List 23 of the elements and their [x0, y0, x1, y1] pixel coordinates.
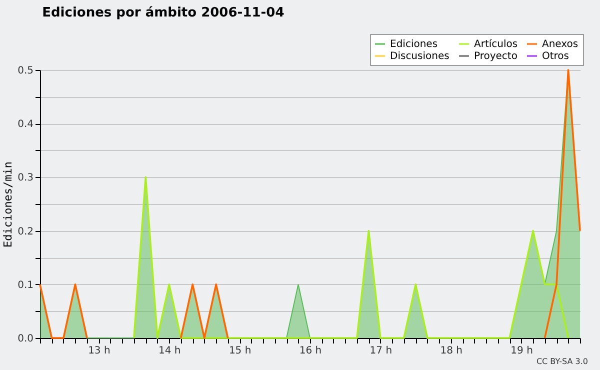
y-tick-label: 0.3	[18, 172, 34, 184]
text: CC BY-SA 3.0	[536, 357, 588, 366]
y-tick-label: 0.1	[18, 280, 34, 291]
y-axis-title: Ediciones/min	[2, 161, 15, 248]
x-tick-label: 17 h	[370, 346, 392, 356]
legend-label: Ediciones	[390, 39, 438, 50]
legend-label: Anexos	[542, 39, 578, 50]
legend-label: Discusiones	[390, 51, 450, 62]
y-tick-label: 0.0	[18, 334, 34, 344]
x-tick-label: 19 h	[510, 346, 533, 356]
legend-label: Otros	[542, 51, 570, 62]
x-tick-label: 14 h	[158, 346, 181, 356]
y-tick-label: 0.2	[18, 226, 34, 238]
line-series	[133, 176, 570, 339]
x-tick-label: 15 h	[228, 346, 252, 356]
legend-label: Proyecto	[474, 51, 518, 62]
x-tick-label: 13 h	[88, 346, 110, 356]
y-tick-label: 0.5	[18, 66, 34, 76]
legend-label: Artículos	[474, 39, 518, 50]
x-tick-label: 18 h	[440, 346, 462, 356]
y-tick-label: 0.4	[18, 119, 34, 130]
x-tick-label: 16 h	[299, 346, 322, 356]
chart-title: Ediciones por ámbito 2006-11-04	[42, 6, 284, 20]
